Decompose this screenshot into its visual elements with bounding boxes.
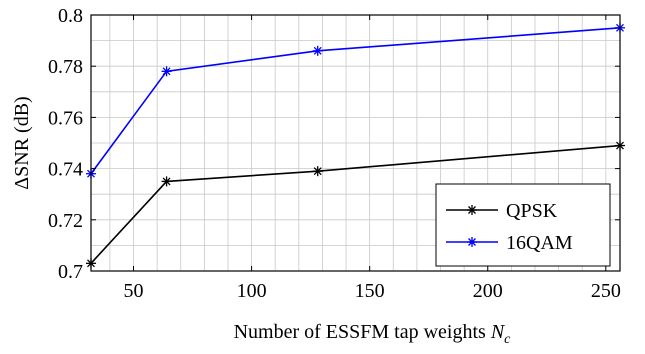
x-axis-label-text: Number of ESSFM tap weights (234, 321, 491, 343)
y-axis-label: ΔSNR (dB) (11, 96, 33, 189)
ticks (91, 14, 620, 272)
legend-box (435, 183, 611, 267)
x-axis-label-symbol: N (490, 321, 506, 343)
legend-label-qpsk: QPSK (506, 200, 558, 222)
legend-item-qpsk: QPSK (446, 200, 558, 222)
y-tick-label: 0.7 (58, 261, 83, 283)
y-tick-label: 0.74 (48, 159, 83, 181)
x-axis-label: Number of ESSFM tap weights Nc (234, 321, 512, 347)
y-tick-label: 0.8 (58, 5, 83, 27)
series-line-qpsk (90, 144, 621, 264)
data-point-16qam (312, 45, 323, 56)
plot-frame (90, 14, 621, 272)
y-tick-label: 0.78 (48, 56, 83, 78)
x-tick-label: 100 (237, 280, 267, 302)
data-point-qpsk (161, 176, 172, 187)
legend-item-16qam: 16QAM (446, 232, 573, 254)
data-point-qpsk (312, 166, 323, 177)
x-tick-label: 150 (355, 280, 385, 302)
legend-marker-qpsk (467, 205, 477, 215)
y-tick-label: 0.72 (48, 210, 83, 232)
x-tick-label: 250 (591, 280, 621, 302)
series-line-16qam (90, 27, 621, 175)
x-tick-label: 200 (473, 280, 503, 302)
y-tick-label: 0.76 (48, 107, 83, 129)
x-axis-label-subscript: c (504, 332, 511, 347)
legend: QPSK 16QAM (435, 183, 611, 267)
data-point-16qam (161, 66, 172, 77)
legend-marker-16qam (467, 237, 477, 247)
x-tick-label: 50 (124, 280, 144, 302)
legend-label-16qam: 16QAM (506, 232, 573, 254)
tick-labels: 50 100 150 200 250 0.7 0.72 0.74 0.76 0.78 0.8 (48, 5, 621, 302)
